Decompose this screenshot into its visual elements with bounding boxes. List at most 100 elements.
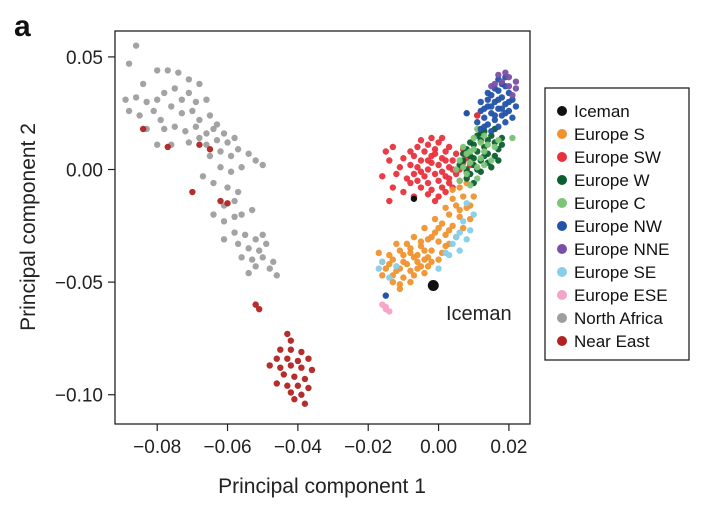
point-north-africa [161,125,168,133]
point-europe-s [449,186,456,193]
point-europe-c [452,166,460,173]
point-europe-c [484,141,491,148]
point-north-africa [196,116,203,124]
point-europe-nw [505,98,513,106]
x-tick-label: 0.00 [420,437,457,458]
point-north-africa [213,137,221,144]
point-europe-s [459,224,467,232]
point-europe-s [410,272,418,279]
point-europe-se [386,274,393,281]
point-near-east [305,384,312,392]
point-europe-sw [389,184,397,191]
point-near-east [301,400,309,407]
point-north-africa [255,247,263,254]
point-europe-nw [502,110,509,117]
point-north-africa [252,236,259,243]
point-north-africa [238,211,245,218]
legend-marker-europe-nw [557,221,567,231]
point-europe-s [428,258,435,266]
point-north-africa [199,173,207,180]
point-europe-s [467,215,474,223]
point-europe-nw [502,119,509,126]
point-europe-s [396,247,404,254]
point-europe-sw [379,173,386,180]
point-near-east [287,346,295,353]
point-europe-ese [386,308,393,315]
point-near-east [164,143,171,151]
point-near-east [287,337,295,344]
point-north-africa [175,69,182,76]
legend-label-europe-se: Europe SE [574,263,656,282]
point-near-east [189,188,196,196]
point-europe-c [456,157,463,164]
point-europe-sw [410,170,418,178]
point-europe-w [488,164,495,171]
point-europe-se [470,211,477,218]
point-north-africa [154,67,161,74]
point-near-east [298,364,305,371]
point-near-east [206,146,214,153]
point-europe-sw [445,143,453,151]
point-europe-c [477,155,484,162]
point-europe-se [452,233,460,241]
legend-marker-europe-c [557,198,567,208]
iceman-annotation: Iceman [446,303,512,325]
point-europe-nne [491,80,499,88]
point-europe-s [407,278,414,286]
point-north-africa [168,103,175,110]
point-north-africa [227,152,235,160]
point-europe-sw [382,148,390,155]
point-europe-w [477,168,484,175]
point-europe-sw [400,188,407,196]
point-north-africa [196,134,203,142]
point-europe-nw [498,105,506,112]
point-north-africa [182,128,189,135]
point-europe-nne [505,73,513,81]
point-europe-s [421,269,428,277]
point-europe-nw [495,123,502,130]
x-tick-label: −0.02 [344,437,392,458]
point-europe-s [428,247,435,254]
point-north-africa [252,157,259,164]
point-near-east [217,197,224,205]
point-north-africa [273,272,280,279]
point-europe-s [442,204,449,211]
point-europe-c [467,182,474,189]
point-europe-sw [407,161,414,169]
point-north-africa [234,146,242,153]
point-north-africa [206,152,214,160]
point-europe-sw [435,161,442,169]
point-europe-nw [474,119,481,126]
point-europe-sw [417,137,425,144]
point-europe-sw [417,184,425,191]
point-europe-w [467,139,474,146]
point-europe-sw [431,170,439,178]
point-europe-s [470,193,477,200]
point-europe-sw [438,184,446,191]
point-europe-s [435,238,442,245]
point-europe-sw [424,157,432,164]
point-north-africa [231,229,238,236]
point-europe-s [459,193,467,200]
point-europe-sw [442,188,449,196]
point-north-africa [139,80,147,88]
legend-marker-europe-se [557,267,567,277]
point-europe-s [424,254,432,261]
point-near-east [291,396,298,403]
point-europe-s [431,229,439,236]
point-europe-nw [477,98,484,106]
point-near-east [284,355,291,362]
point-north-africa [231,197,238,205]
point-europe-s [414,258,421,266]
point-europe-se [435,265,442,272]
point-europe-se [375,265,382,272]
point-iceman [427,279,439,291]
point-europe-nne [509,91,516,99]
panel-label: a [14,10,31,43]
point-north-africa [210,179,217,187]
point-europe-nw [484,96,491,103]
point-europe-sw [414,177,421,184]
point-north-africa [150,107,157,115]
point-north-africa [161,89,168,97]
point-europe-sw [407,148,414,155]
